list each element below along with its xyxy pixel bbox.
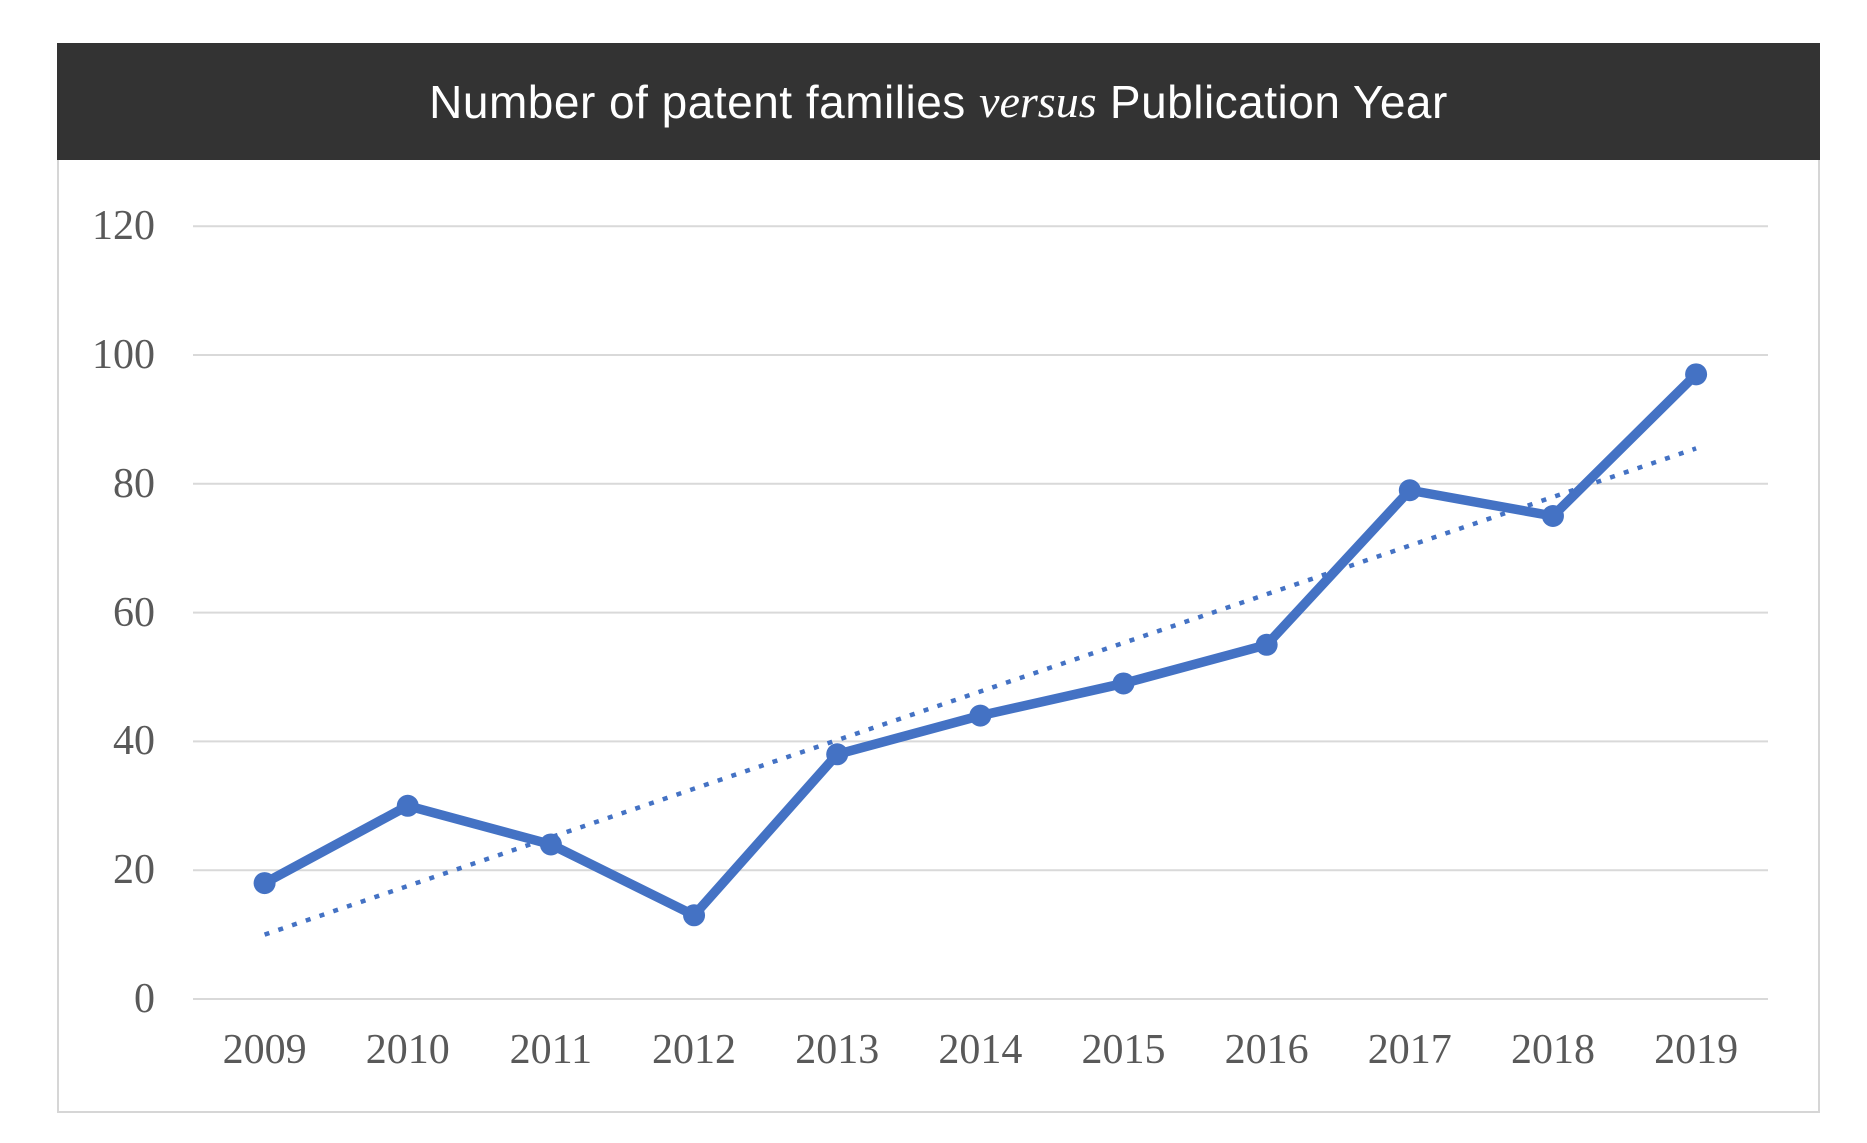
- data-point-marker: [1112, 672, 1135, 695]
- y-axis-tick-label: 0: [134, 976, 155, 1022]
- data-point-marker: [683, 904, 706, 927]
- y-axis-tick-label: 120: [92, 203, 155, 250]
- x-axis-tick-label: 2018: [1510, 1027, 1595, 1073]
- y-axis-tick-label: 40: [113, 718, 155, 765]
- data-point-marker: [396, 794, 419, 817]
- data-point-marker: [253, 872, 276, 895]
- x-axis-tick-label: 2010: [365, 1027, 450, 1073]
- chart-title-suffix: Publication Year: [1096, 75, 1448, 128]
- x-axis-tick-label: 2017: [1367, 1027, 1452, 1073]
- trend-line: [263, 446, 1697, 937]
- chart-title-italic-word: versus: [979, 76, 1097, 127]
- y-axis-tick-label: 80: [113, 460, 155, 507]
- x-axis-tick-label: 2013: [795, 1027, 880, 1073]
- data-point-marker: [1541, 505, 1564, 527]
- x-axis-tick-label: 2014: [938, 1027, 1023, 1073]
- data-point-marker: [826, 743, 849, 766]
- y-axis-tick-label: 60: [113, 589, 155, 636]
- data-point-marker: [1398, 479, 1421, 502]
- x-axis-tick-label: 2009: [222, 1027, 307, 1073]
- chart-outer-frame: [57, 43, 1820, 1113]
- x-axis-tick-label: 2019: [1654, 1027, 1739, 1073]
- data-point-marker: [1255, 633, 1278, 656]
- y-axis-tick-label: 100: [92, 332, 155, 378]
- x-axis-tick-label: 2011: [509, 1027, 593, 1073]
- x-axis-tick-label: 2015: [1081, 1027, 1166, 1073]
- chart-title-band: Number of patent families versus Publica…: [57, 43, 1820, 160]
- y-axis-tick-label: 20: [113, 847, 155, 894]
- data-point-marker: [969, 704, 992, 727]
- data-line: [259, 369, 1701, 921]
- data-point-marker: [1685, 363, 1708, 386]
- chart-title-prefix: Number of patent families: [429, 75, 980, 128]
- x-axis-tick-label: 2012: [652, 1027, 737, 1073]
- x-axis-tick-label: 2016: [1224, 1027, 1309, 1073]
- data-point-marker: [539, 833, 562, 856]
